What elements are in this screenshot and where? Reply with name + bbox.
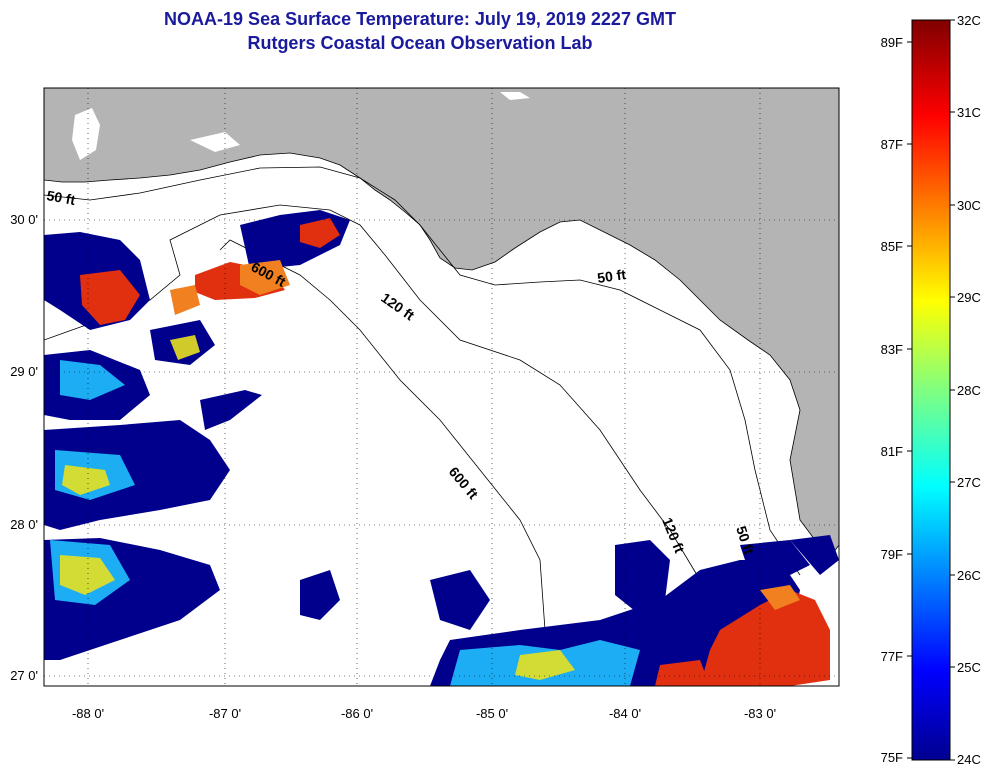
- map-title: NOAA-19 Sea Surface Temperature: July 19…: [164, 9, 676, 29]
- lon-label: -88 0': [72, 706, 104, 721]
- colorbar-fahrenheit-label: 77F: [881, 649, 903, 664]
- colorbar-fahrenheit-label: 81F: [881, 444, 903, 459]
- map-subtitle: Rutgers Coastal Ocean Observation Lab: [247, 33, 593, 53]
- colorbar-celsius-label: 24C: [957, 752, 981, 767]
- colorbar-fahrenheit-label: 79F: [881, 547, 903, 562]
- colorbar-celsius-label: 25C: [957, 660, 981, 675]
- contour-label: 50 ft: [45, 187, 76, 208]
- lon-label: -86 0': [341, 706, 373, 721]
- colorbar-celsius-label: 30C: [957, 198, 981, 213]
- colorbar: [911, 19, 951, 761]
- colorbar-celsius-label: 31C: [957, 105, 981, 120]
- lon-label: -83 0': [744, 706, 776, 721]
- colorbar-fahrenheit-label: 83F: [881, 342, 903, 357]
- colorbar-celsius-label: 28C: [957, 383, 981, 398]
- lat-label: 27 0': [10, 668, 38, 683]
- lat-label: 30 0': [10, 212, 38, 227]
- lat-label: 28 0': [10, 517, 38, 532]
- land-area: [44, 88, 839, 561]
- lon-label: -87 0': [209, 706, 241, 721]
- lon-label: -85 0': [476, 706, 508, 721]
- colorbar-fahrenheit-label: 87F: [881, 137, 903, 152]
- colorbar-celsius-label: 29C: [957, 290, 981, 305]
- lat-label: 29 0': [10, 364, 38, 379]
- colorbar-celsius-label: 27C: [957, 475, 981, 490]
- contour-label: 50 ft: [596, 266, 627, 286]
- colorbar-celsius-label: 26C: [957, 568, 981, 583]
- colorbar-celsius-label: 32C: [957, 13, 981, 28]
- lon-label: -84 0': [609, 706, 641, 721]
- colorbar-fahrenheit-label: 89F: [881, 35, 903, 50]
- colorbar-fahrenheit-label: 75F: [881, 750, 903, 765]
- colorbar-fahrenheit-label: 85F: [881, 239, 903, 254]
